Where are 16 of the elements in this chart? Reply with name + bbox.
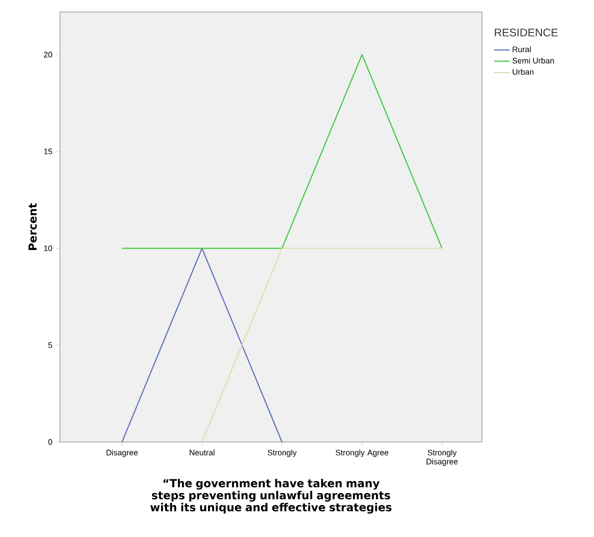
y-tick-label: 20 [44, 52, 52, 58]
x-tick-label: Strongly Disagree [426, 450, 458, 466]
y-axis-title: Percent [28, 203, 37, 250]
x-axis-title: “The government have taken many steps preventing unlawful agreements with its unique and effective strategies [150, 478, 392, 514]
x-tick-label: Disagree [106, 450, 138, 457]
y-tick-label: 10 [44, 245, 52, 252]
y-tick-label: 0 [48, 439, 52, 445]
legend-label: Urban [512, 68, 534, 75]
x-tick-label: Strongly [268, 450, 297, 457]
x-tick-label: Strongly Agree [336, 450, 388, 457]
x-tick-label: Neutral [190, 450, 214, 456]
legend-label: Rural [512, 46, 531, 52]
y-tick-label: 5 [48, 342, 52, 348]
legend-title: RESIDENCE [494, 28, 558, 36]
y-tick-label: 15 [44, 148, 52, 154]
legend-label: Semi Urban [512, 58, 554, 64]
